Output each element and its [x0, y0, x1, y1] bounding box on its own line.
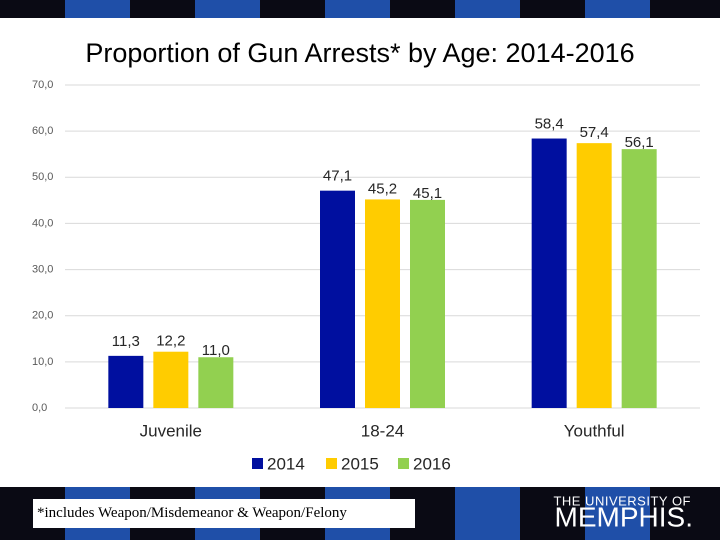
chart-title: Proportion of Gun Arrests* by Age: 2014-… — [85, 38, 634, 68]
bar — [320, 190, 355, 408]
bar — [531, 138, 567, 409]
legend-swatch — [326, 458, 337, 469]
value-label: 11,3 — [112, 333, 140, 350]
y-tick-label: 0,0 — [32, 402, 47, 414]
y-tick-label: 10,0 — [32, 356, 53, 368]
legend-label: 2014 — [267, 454, 305, 473]
bar — [621, 149, 657, 409]
value-label: 45,1 — [413, 185, 442, 202]
footnote: *includes Weapon/Misdemeanor & Weapon/Fe… — [33, 499, 415, 528]
value-label: 12,2 — [156, 333, 185, 350]
legend-swatch — [252, 458, 263, 469]
legend-label: 2016 — [413, 454, 451, 473]
bar — [198, 357, 234, 408]
logo-top: THE UNIVERSITY OF — [553, 493, 691, 508]
top-strip — [0, 0, 720, 18]
bar — [365, 199, 400, 408]
logo-main: MEMPHIS. — [555, 501, 693, 532]
value-label: 58,4 — [535, 115, 564, 132]
legend-swatch — [398, 458, 409, 469]
value-label: 57,4 — [580, 124, 609, 141]
bar — [108, 355, 144, 408]
value-label: 11,0 — [202, 342, 230, 359]
y-tick-label: 70,0 — [32, 79, 53, 91]
y-tick-label: 20,0 — [32, 310, 53, 322]
y-tick-label: 50,0 — [32, 171, 53, 183]
bar — [410, 199, 445, 408]
y-tick-label: 40,0 — [32, 217, 53, 229]
y-tick-label: 30,0 — [32, 263, 53, 275]
legend-label: 2015 — [341, 454, 379, 473]
y-tick-label: 60,0 — [32, 125, 53, 137]
value-label: 56,1 — [625, 134, 654, 151]
x-tick-label: Juvenile — [140, 421, 202, 440]
value-label: 47,1 — [323, 168, 352, 185]
bar — [153, 351, 189, 408]
x-tick-label: Youthful — [564, 421, 625, 440]
bar — [576, 143, 612, 408]
value-label: 45,2 — [368, 180, 397, 197]
x-tick-label: 18-24 — [361, 421, 404, 440]
